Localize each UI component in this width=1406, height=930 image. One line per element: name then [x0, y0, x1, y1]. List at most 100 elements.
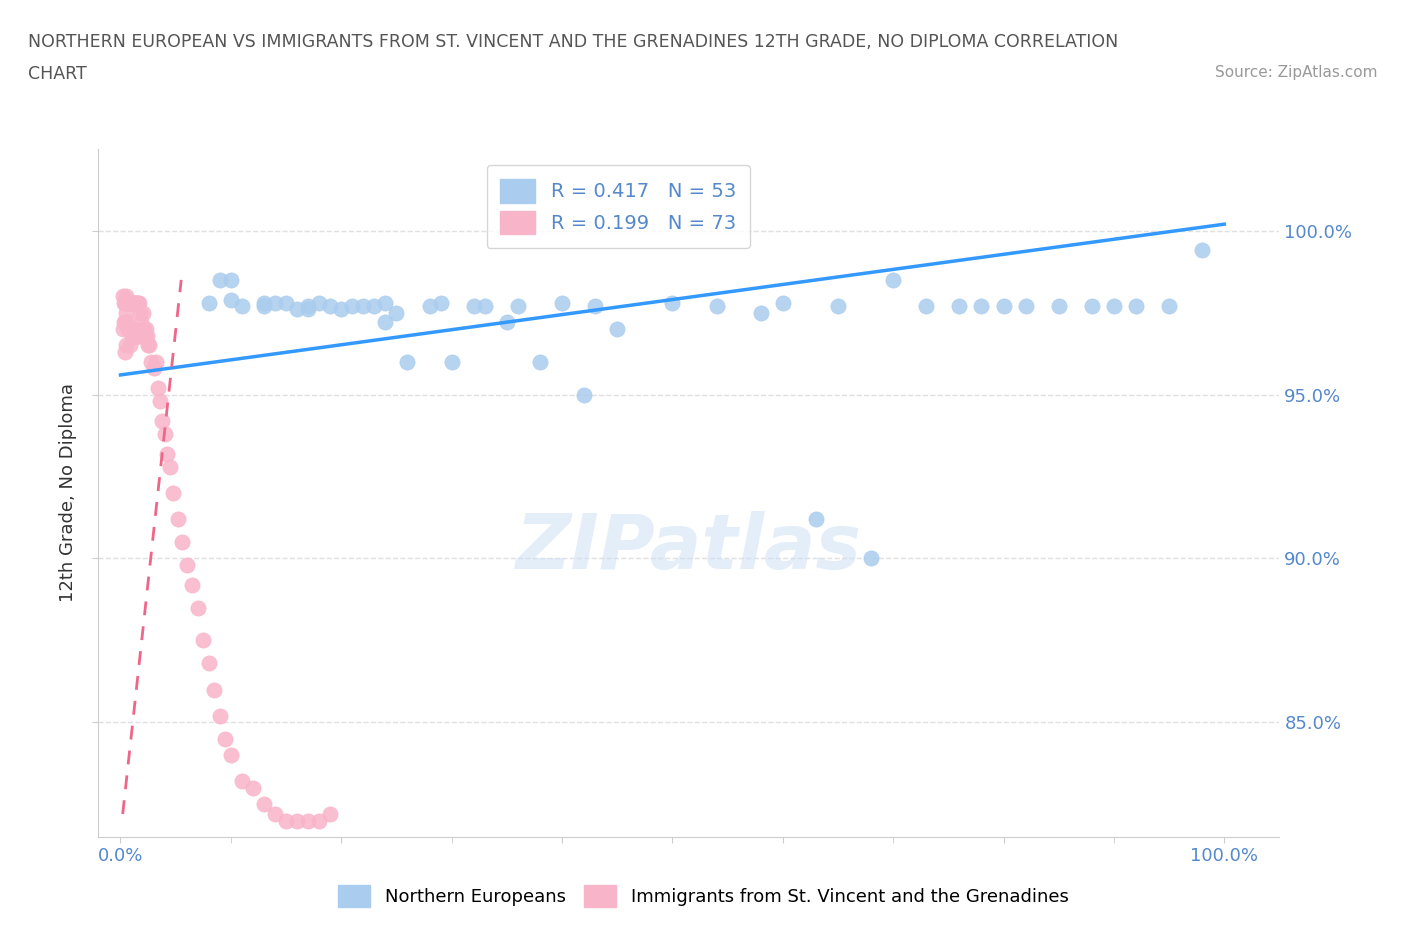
Point	[128, 328, 150, 343]
Y-axis label: 12th Grade, No Diploma: 12th Grade, No Diploma	[59, 383, 77, 603]
Point	[136, 338, 159, 352]
Point	[121, 296, 143, 311]
Point	[219, 748, 242, 763]
Point	[1047, 299, 1070, 313]
Point	[572, 387, 595, 402]
Point	[114, 344, 136, 359]
Point	[125, 328, 148, 343]
Point	[112, 315, 135, 330]
Point	[141, 354, 163, 369]
Point	[118, 322, 141, 337]
Point	[114, 296, 136, 311]
Point	[706, 299, 728, 313]
Point	[202, 682, 225, 697]
Point	[187, 600, 209, 615]
Point	[253, 797, 276, 812]
Point	[167, 512, 190, 526]
Point	[127, 296, 149, 311]
Point	[385, 305, 408, 320]
Point	[308, 813, 330, 828]
Legend: Northern Europeans, Immigrants from St. Vincent and the Grenadines: Northern Europeans, Immigrants from St. …	[329, 876, 1077, 916]
Point	[208, 709, 231, 724]
Point	[115, 296, 138, 311]
Point	[274, 813, 297, 828]
Point	[121, 296, 143, 311]
Text: CHART: CHART	[28, 65, 87, 83]
Point	[156, 446, 179, 461]
Point	[1157, 299, 1180, 313]
Point	[118, 296, 141, 311]
Point	[231, 774, 253, 789]
Point	[308, 296, 330, 311]
Point	[1102, 299, 1125, 313]
Point	[429, 296, 451, 311]
Point	[135, 322, 157, 337]
Point	[319, 299, 342, 313]
Point	[285, 813, 308, 828]
Point	[122, 322, 145, 337]
Point	[122, 296, 145, 311]
Point	[127, 328, 149, 343]
Point	[661, 296, 683, 311]
Point	[142, 361, 165, 376]
Point	[125, 296, 148, 311]
Point	[159, 459, 181, 474]
Point	[214, 731, 236, 746]
Point	[128, 296, 150, 311]
Point	[474, 299, 496, 313]
Point	[146, 380, 169, 395]
Point	[181, 578, 204, 592]
Point	[352, 299, 374, 313]
Point	[172, 535, 194, 550]
Point	[285, 302, 308, 317]
Point	[124, 328, 146, 343]
Point	[176, 558, 198, 573]
Point	[297, 302, 319, 317]
Point	[138, 338, 160, 352]
Point	[396, 354, 419, 369]
Point	[115, 305, 138, 320]
Point	[1125, 299, 1147, 313]
Point	[129, 305, 152, 320]
Point	[463, 299, 485, 313]
Point	[419, 299, 441, 313]
Point	[149, 393, 172, 408]
Point	[125, 296, 148, 311]
Point	[583, 299, 606, 313]
Point	[915, 299, 938, 313]
Point	[253, 299, 276, 313]
Point	[117, 322, 139, 337]
Point	[1081, 299, 1104, 313]
Point	[253, 296, 276, 311]
Point	[115, 289, 138, 304]
Point	[198, 296, 221, 311]
Point	[882, 272, 904, 287]
Point	[219, 272, 242, 287]
Legend: R = 0.417   N = 53, R = 0.199   N = 73: R = 0.417 N = 53, R = 0.199 N = 73	[486, 166, 749, 248]
Point	[132, 322, 155, 337]
Point	[198, 656, 221, 671]
Point	[551, 296, 574, 311]
Point	[115, 315, 138, 330]
Point	[114, 315, 136, 330]
Point	[363, 299, 385, 313]
Point	[193, 633, 215, 648]
Text: ZIPatlas: ZIPatlas	[516, 511, 862, 585]
Point	[131, 315, 153, 330]
Point	[1191, 243, 1213, 258]
Point	[297, 299, 319, 313]
Text: Source: ZipAtlas.com: Source: ZipAtlas.com	[1215, 65, 1378, 80]
Point	[131, 305, 153, 320]
Point	[506, 299, 529, 313]
Point	[115, 338, 138, 352]
Text: NORTHERN EUROPEAN VS IMMIGRANTS FROM ST. VINCENT AND THE GRENADINES 12TH GRADE, : NORTHERN EUROPEAN VS IMMIGRANTS FROM ST.…	[28, 33, 1118, 50]
Point	[112, 296, 135, 311]
Point	[124, 296, 146, 311]
Point	[993, 299, 1015, 313]
Point	[374, 315, 396, 330]
Point	[219, 292, 242, 307]
Point	[121, 328, 143, 343]
Point	[231, 299, 253, 313]
Point	[948, 299, 970, 313]
Point	[1014, 299, 1036, 313]
